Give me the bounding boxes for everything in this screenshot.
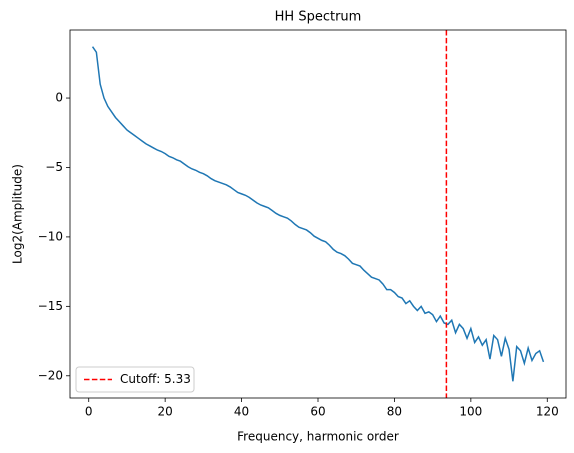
- x-tick-label: 60: [310, 405, 325, 419]
- y-tick-label: −20: [38, 368, 63, 382]
- chart-title: HH Spectrum: [275, 10, 362, 25]
- line-series: [91, 46, 545, 382]
- axes-frame: [69, 29, 567, 399]
- y-tick-label: −10: [38, 229, 63, 243]
- legend-label: Cutoff: 5.33: [120, 372, 191, 386]
- x-axis-label: Frequency, harmonic order: [237, 430, 399, 444]
- y-tick-label: 0: [55, 91, 63, 105]
- x-tick-label: 40: [234, 405, 249, 419]
- x-tick-label: 20: [158, 405, 173, 419]
- x-tick-label: 100: [459, 405, 482, 419]
- x-tick-label: 80: [387, 405, 402, 419]
- legend-box: [75, 366, 195, 393]
- y-axis-label: Log2(Amplitude): [11, 164, 25, 264]
- y-tick-label: −5: [45, 160, 63, 174]
- y-tick-label: −15: [38, 299, 63, 313]
- x-tick-label: 0: [85, 405, 93, 419]
- x-tick-label: 120: [536, 405, 559, 419]
